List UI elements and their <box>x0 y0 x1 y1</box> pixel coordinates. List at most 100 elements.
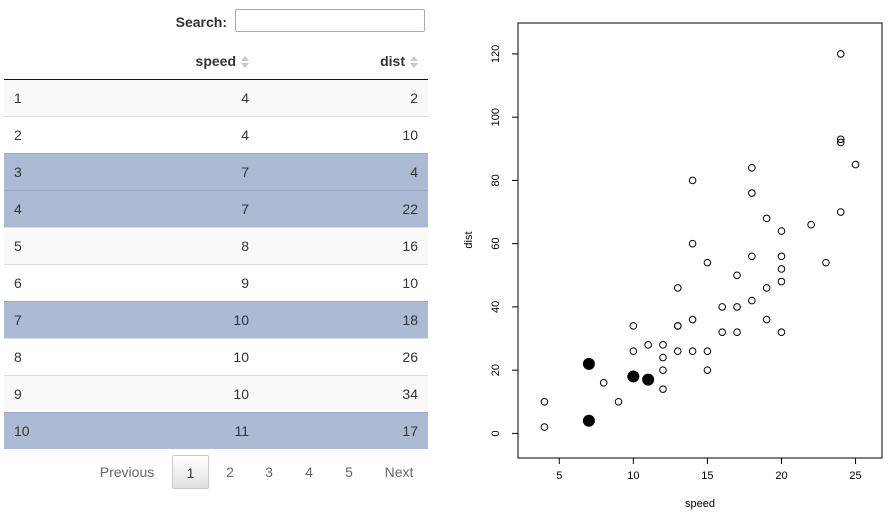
y-tick-label: 0 <box>490 430 502 436</box>
data-point <box>777 265 786 273</box>
data-point <box>599 379 608 387</box>
table-row[interactable]: 10 11 17 <box>4 411 428 449</box>
y-axis: 0 20 40 60 80 100 120 <box>490 45 519 436</box>
cell-index: 9 <box>4 374 74 412</box>
data-point <box>673 322 682 330</box>
cell-dist: 34 <box>259 374 428 412</box>
page-button-3[interactable]: 3 <box>265 464 273 480</box>
data-point <box>718 328 727 337</box>
data-point <box>659 366 667 374</box>
data-point <box>629 347 638 355</box>
cell-speed: 10 <box>74 374 259 412</box>
column-header-index <box>4 43 74 80</box>
data-point <box>748 189 756 197</box>
table-row[interactable]: 9 10 34 <box>4 374 428 412</box>
data-point <box>762 284 771 292</box>
column-header-speed[interactable]: speed <box>74 43 259 80</box>
data-point <box>748 163 756 172</box>
cell-speed: 10 <box>74 337 259 375</box>
data-point <box>629 322 638 330</box>
page-button-5[interactable]: 5 <box>345 464 353 480</box>
cell-index: 3 <box>4 152 74 190</box>
highlighted-point <box>627 370 640 383</box>
cell-dist: 18 <box>259 300 428 338</box>
data-point <box>644 341 652 349</box>
page-button-1[interactable]: 1 <box>172 455 209 489</box>
table-row[interactable]: 8 10 26 <box>4 337 428 375</box>
sort-arrows-icon[interactable] <box>241 55 249 69</box>
table-row[interactable]: 5 8 16 <box>4 226 428 264</box>
data-point <box>703 366 712 374</box>
data-point <box>659 341 667 349</box>
x-tick-label: 20 <box>775 470 787 482</box>
cell-dist: 10 <box>259 263 428 301</box>
data-point <box>733 271 741 280</box>
data-point <box>659 385 667 393</box>
search-label: Search: <box>175 14 227 30</box>
data-point <box>673 284 682 292</box>
data-point <box>851 160 860 169</box>
column-header-dist[interactable]: dist <box>259 43 428 80</box>
page-button-4[interactable]: 4 <box>305 464 313 480</box>
previous-button[interactable]: Previous <box>99 464 155 480</box>
table-header-row: speed dist <box>4 43 428 80</box>
data-point <box>703 347 712 355</box>
data-point <box>777 227 786 235</box>
plot-frame <box>517 22 883 459</box>
data-point <box>733 328 741 337</box>
table-row[interactable]: 7 10 18 <box>4 300 428 338</box>
x-axis: 5 10 15 20 25 <box>556 457 862 482</box>
search-bar: Search: <box>0 8 430 36</box>
x-tick-label: 15 <box>701 470 713 482</box>
data-point <box>836 138 845 147</box>
cell-speed: 11 <box>74 411 259 449</box>
cell-speed: 4 <box>74 79 259 116</box>
next-button[interactable]: Next <box>384 464 414 480</box>
data-point <box>688 239 697 248</box>
data-point <box>836 208 845 216</box>
data-point <box>703 258 712 267</box>
cell-index: 5 <box>4 226 74 264</box>
data-table: speed dist 1 4 2 2 4 10 3 7 4 4 7 22 5 8 16 6 9 10 7 10 18 8 1… <box>4 43 428 449</box>
cell-dist: 2 <box>259 79 428 116</box>
pagination: Previous 1 2 3 4 5 Next <box>0 455 430 491</box>
highlighted-points <box>582 357 655 427</box>
data-point <box>748 252 756 261</box>
column-header-label: dist <box>380 52 405 69</box>
x-tick-label: 25 <box>849 470 861 482</box>
cell-speed: 4 <box>74 115 259 153</box>
data-point <box>748 296 756 305</box>
data-point <box>822 258 830 267</box>
cell-index: 7 <box>4 300 74 338</box>
cell-speed: 7 <box>74 189 259 227</box>
y-tick-label: 100 <box>490 108 502 126</box>
data-point <box>777 277 786 286</box>
data-points <box>540 50 860 431</box>
cell-index: 4 <box>4 189 74 227</box>
cell-dist: 16 <box>259 226 428 264</box>
data-point <box>688 176 697 185</box>
table-row[interactable]: 2 4 10 <box>4 115 428 153</box>
data-point <box>777 252 786 261</box>
search-input[interactable] <box>235 9 425 32</box>
cell-dist: 4 <box>259 152 428 190</box>
page-button-2[interactable]: 2 <box>226 464 234 480</box>
cell-speed: 7 <box>74 152 259 190</box>
cell-speed: 8 <box>74 226 259 264</box>
data-point <box>659 353 667 362</box>
sort-arrows-icon[interactable] <box>410 55 418 69</box>
y-tick-label: 60 <box>490 238 502 250</box>
cell-index: 2 <box>4 115 74 153</box>
y-tick-label: 120 <box>490 45 502 63</box>
data-point <box>718 303 727 311</box>
cell-speed: 10 <box>74 300 259 338</box>
table-row[interactable]: 4 7 22 <box>4 189 428 227</box>
data-point <box>777 328 786 337</box>
y-tick-label: 40 <box>490 301 502 313</box>
y-axis-label: dist <box>463 231 475 248</box>
y-tick-label: 20 <box>490 364 502 376</box>
data-point <box>733 303 741 311</box>
table-row[interactable]: 6 9 10 <box>4 263 428 301</box>
